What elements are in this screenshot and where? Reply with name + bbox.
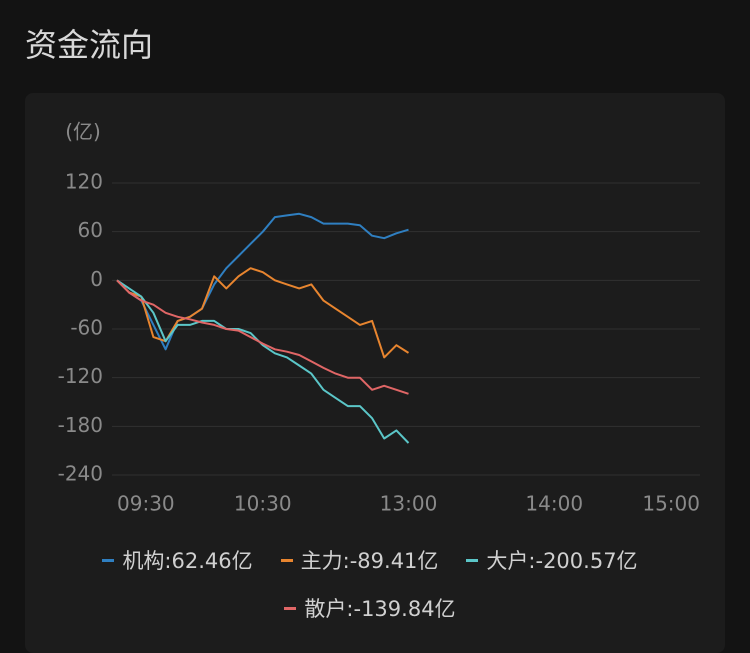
y-tick-label: 120 <box>65 170 103 194</box>
y-axis-label: (亿) <box>65 120 101 144</box>
y-tick-label: -180 <box>58 413 103 437</box>
legend-swatch <box>284 606 297 610</box>
legend-label: 主力:-89.41亿 <box>300 549 439 573</box>
series-line <box>116 279 410 444</box>
card <box>25 93 725 653</box>
legend-item[interactable]: 大户:-200.57亿 <box>466 545 638 575</box>
y-tick-label: -120 <box>58 364 103 388</box>
legend-label: 大户:-200.57亿 <box>486 549 638 573</box>
legend-item[interactable]: 主力:-89.41亿 <box>280 545 439 575</box>
y-tick-label: 60 <box>78 218 103 242</box>
legend-swatch <box>466 558 479 562</box>
y-tick-label: 0 <box>90 267 103 291</box>
y-tick-label: -240 <box>58 462 103 486</box>
x-tick-label: 15:00 <box>642 492 700 516</box>
x-tick-label: 09:30 <box>117 492 175 516</box>
y-tick-label: -60 <box>70 316 103 340</box>
x-tick-label: 14:00 <box>525 492 583 516</box>
legend-item[interactable]: 散户:-139.84亿 <box>284 593 456 623</box>
legend: 机构:62.46亿 主力:-89.41亿 大户:-200.57亿散户:-139.84… <box>60 545 680 623</box>
x-tick-label: 13:00 <box>380 492 438 516</box>
series-line <box>116 212 409 351</box>
legend-label: 散户:-139.84亿 <box>304 597 456 621</box>
legend-label: 机构:62.46亿 <box>122 549 253 573</box>
series-line <box>116 279 409 395</box>
legend-swatch <box>102 558 115 562</box>
page-title: 资金流向 <box>25 26 154 64</box>
x-tick-label: 10:30 <box>234 492 292 516</box>
legend-item[interactable]: 机构:62.46亿 <box>102 545 253 575</box>
legend-swatch <box>280 558 293 562</box>
